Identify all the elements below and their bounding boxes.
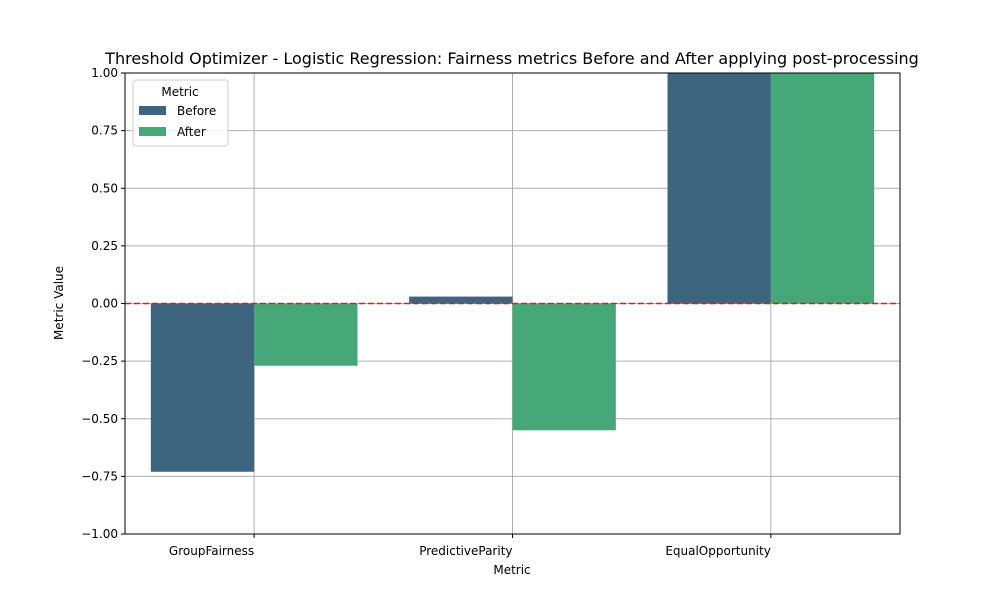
chart-title: Threshold Optimizer - Logistic Regressio… [104, 49, 919, 68]
legend-swatch-after [139, 127, 166, 136]
legend-label-before: Before [177, 104, 216, 118]
y-tick-label: −0.75 [81, 469, 118, 483]
y-tick-label: 0.00 [91, 297, 118, 311]
bar-before-equalopportunity [667, 73, 771, 304]
y-axis-label: Metric Value [52, 266, 66, 340]
x-tick-label: GroupFairness [169, 544, 254, 558]
bar-after-groupfairness [254, 303, 358, 366]
y-tick-label: 0.50 [91, 181, 118, 195]
y-axis-ticks: −1.00 −0.75 −0.50 −0.25 0.00 0.25 0.50 0.75 1.00 [81, 66, 125, 541]
x-axis-label: Metric [493, 563, 530, 577]
bar-after-predictiveparity [512, 303, 616, 431]
y-tick-label: 0.25 [91, 239, 118, 253]
y-tick-label: −0.25 [81, 354, 118, 368]
legend-swatch-before [139, 106, 166, 115]
y-tick-label: −0.50 [81, 412, 118, 426]
bar-after-equalopportunity [770, 73, 875, 304]
y-tick-label: −1.00 [81, 527, 118, 541]
legend-title: Metric [161, 85, 198, 99]
legend: Metric Before After [132, 79, 229, 147]
y-tick-label: 1.00 [91, 66, 118, 80]
bar-before-groupfairness [150, 303, 255, 472]
x-tick-label: EqualOpportunity [665, 544, 771, 558]
x-axis-ticks: GroupFairness PredictiveParity EqualOpport… [169, 534, 772, 558]
bars [150, 73, 875, 472]
x-tick-label: PredictiveParity [419, 544, 512, 558]
legend-label-after: After [177, 125, 206, 139]
y-tick-label: 0.75 [91, 124, 118, 138]
bar-before-predictiveparity [409, 296, 513, 304]
